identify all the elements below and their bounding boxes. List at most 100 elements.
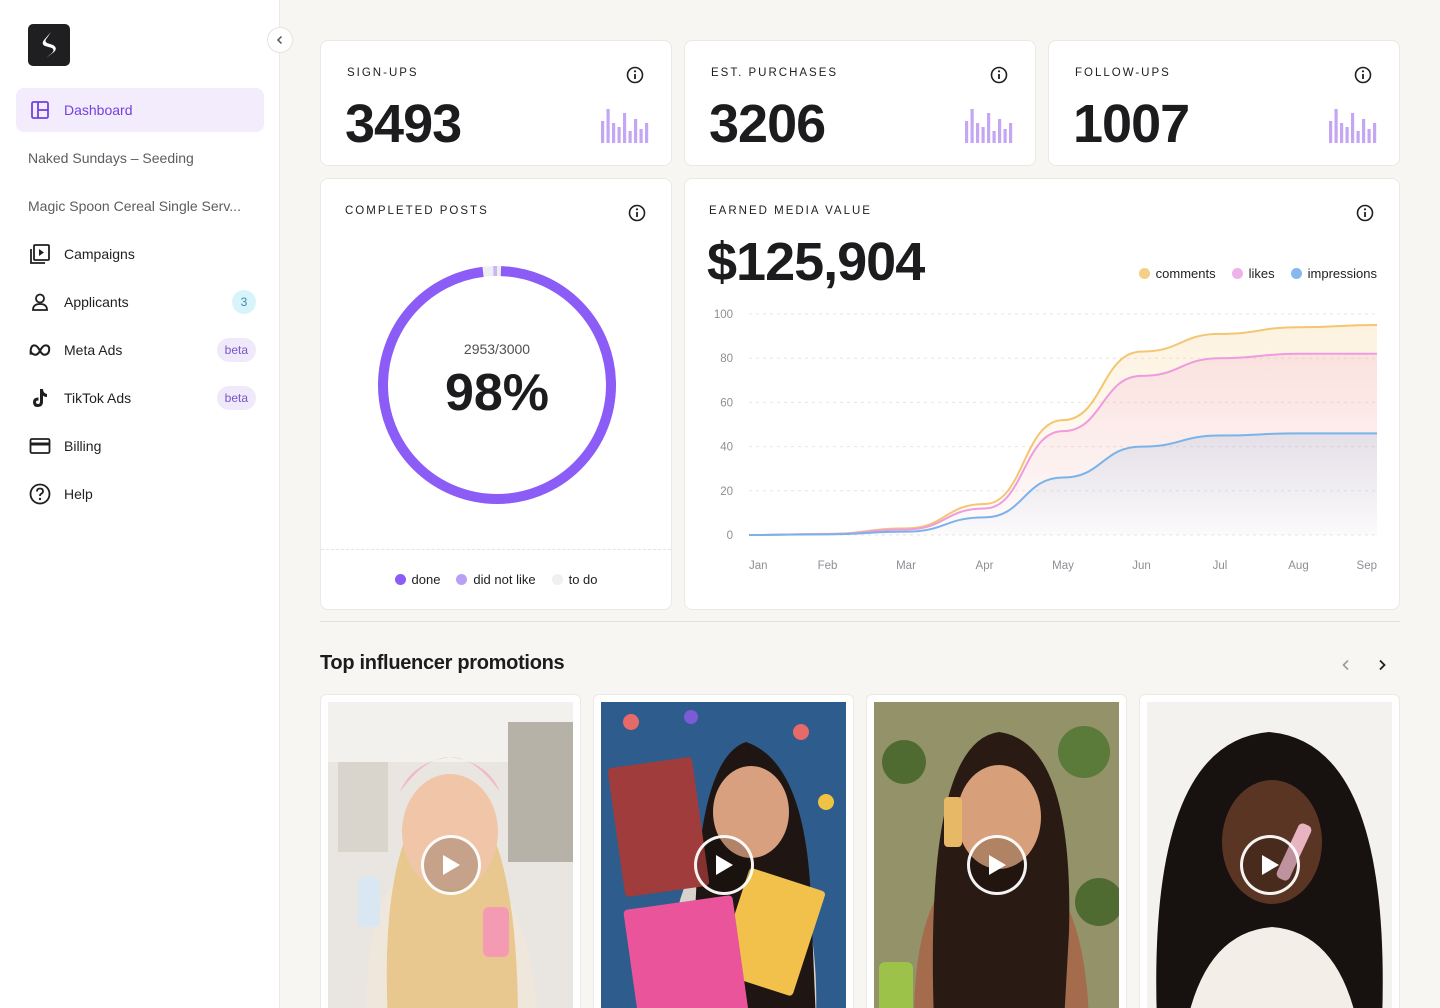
sidebar-item-tiktok-ads[interactable]: TikTok Ads beta	[16, 376, 264, 420]
x-tick-label: Feb	[818, 560, 838, 572]
legend-item-done: done	[394, 572, 440, 587]
divider	[321, 549, 671, 550]
sidebar-item-label: Applicants	[64, 294, 129, 310]
sidebar-item-label: Campaigns	[64, 246, 135, 262]
sidebar-item-help[interactable]: Help	[16, 472, 264, 516]
series-line-impressions	[748, 432, 1377, 536]
sidebar-item-dashboard[interactable]: Dashboard	[16, 88, 264, 132]
sidebar-item-label: Dashboard	[64, 102, 133, 118]
video-thumbnail	[601, 702, 846, 1008]
promotion-card[interactable]	[593, 694, 854, 1008]
play-icon	[989, 855, 1006, 875]
legend-label: comments	[1155, 266, 1216, 281]
est-purchases-card: EST. PURCHASES 3206	[684, 40, 1036, 166]
chevron-left-icon	[1342, 659, 1349, 671]
earned-media-value-chart: 0 20 40 60 80 100 Jan Feb Mar Apr May Jun Jul Aug Sep	[714, 309, 1378, 572]
info-icon[interactable]	[627, 203, 647, 223]
chevron-right-icon	[1379, 659, 1386, 671]
sidebar-item-label: Billing	[64, 438, 102, 454]
y-tick-label: 40	[720, 442, 733, 454]
info-icon[interactable]	[1355, 203, 1375, 223]
collapse-sidebar-button[interactable]	[267, 27, 293, 53]
promotion-card[interactable]	[1139, 694, 1400, 1008]
info-icon[interactable]	[1353, 65, 1373, 85]
sidebar-item-label: Naked Sundays – Seeding	[28, 150, 194, 166]
sidebar-item-label: Meta Ads	[64, 342, 123, 358]
card-label: COMPLETED POSTS	[345, 205, 489, 217]
play-button[interactable]	[967, 835, 1027, 895]
completed-posts-donut: 2953/3000 98%	[375, 263, 619, 507]
sidebar-item-meta-ads[interactable]: Meta Ads beta	[16, 328, 264, 372]
tiktok-icon	[28, 386, 52, 410]
legend-item-likes: likes	[1231, 266, 1275, 281]
stat-value: 1007	[1073, 94, 1190, 154]
sidebar-item-campaigns[interactable]: Campaigns	[16, 232, 264, 276]
x-tick-label: Sep	[1357, 560, 1377, 572]
credit-card-icon	[28, 434, 52, 458]
emv-value: $125,904	[707, 232, 925, 292]
sidebar-item-label: Help	[64, 486, 93, 502]
sidebar: Dashboard Naked Sundays – Seeding Magic …	[0, 0, 280, 1008]
donut-done-arc	[378, 266, 616, 504]
legend-item-to-do: to do	[551, 572, 598, 587]
emv-legend: comments likes impressions	[1138, 266, 1377, 281]
video-thumbnail	[874, 702, 1119, 1008]
legend-label: impressions	[1307, 266, 1377, 281]
sidebar-item-label: Magic Spoon Cereal Single Serv...	[28, 198, 241, 214]
legend-dot	[456, 574, 468, 585]
legend-label: to do	[568, 572, 598, 587]
y-tick-label: 60	[720, 397, 733, 409]
x-tick-label: Jan	[749, 560, 768, 572]
sidebar-item-label: TikTok Ads	[64, 390, 132, 406]
video-thumbnail	[328, 702, 573, 1008]
card-label: SIGN-UPS	[347, 67, 419, 79]
info-icon[interactable]	[989, 65, 1009, 85]
sidebar-item-billing[interactable]: Billing	[16, 424, 264, 468]
y-tick-label: 80	[720, 353, 733, 365]
series-area-comments	[749, 325, 1377, 535]
card-label: EST. PURCHASES	[711, 67, 839, 79]
legend-item-comments: comments	[1138, 266, 1216, 281]
donut-did-not-like-arc	[378, 266, 616, 504]
logo[interactable]	[28, 24, 70, 66]
legend-item-impressions: impressions	[1290, 266, 1377, 281]
play-icon	[443, 855, 460, 875]
legend-dot	[394, 574, 406, 585]
promotion-card[interactable]	[320, 694, 581, 1008]
section-title: Top influencer promotions	[320, 652, 565, 674]
sidebar-item-applicants[interactable]: Applicants 3	[16, 280, 264, 324]
sidebar-nav: Dashboard Naked Sundays – Seeding Magic …	[16, 88, 264, 520]
dashboard-icon	[28, 98, 52, 122]
help-circle-icon	[28, 482, 52, 506]
legend-item-did-not-like: did not like	[456, 572, 536, 587]
user-icon	[28, 290, 52, 314]
info-icon[interactable]	[625, 65, 645, 85]
x-tick-label: Apr	[976, 560, 994, 572]
sidebar-item-magic-spoon[interactable]: Magic Spoon Cereal Single Serv...	[16, 184, 264, 228]
campaigns-icon	[28, 242, 52, 266]
x-tick-label: Jun	[1132, 560, 1151, 572]
series-line-likes	[748, 352, 1377, 536]
prev-page-button[interactable]	[1335, 654, 1357, 676]
next-page-button[interactable]	[1371, 654, 1393, 676]
play-button[interactable]	[421, 835, 481, 895]
sparkline-bars-icon	[965, 109, 1013, 143]
earned-media-value-card: 0 20 40 60 80 100 Jan Feb Mar Apr May Jun Jul Aug Sep …	[684, 178, 1400, 610]
completed-posts-percent: 98%	[444, 364, 550, 422]
play-icon	[1262, 855, 1279, 875]
y-tick-label: 100	[714, 309, 733, 321]
x-tick-label: Mar	[896, 560, 916, 572]
completed-posts-legend: done did not like to do	[321, 572, 671, 587]
play-button[interactable]	[694, 835, 754, 895]
applicants-count-badge: 3	[232, 290, 256, 314]
play-icon	[716, 855, 733, 875]
logo-mark-icon	[42, 32, 56, 58]
completed-posts-ratio: 2953/3000	[463, 341, 531, 357]
play-button[interactable]	[1240, 835, 1300, 895]
y-tick-label: 0	[727, 530, 733, 542]
sparkline-bars-icon	[1329, 109, 1377, 143]
donut-chart	[378, 266, 616, 504]
chevron-left-icon	[276, 35, 283, 45]
sidebar-item-naked-sundays[interactable]: Naked Sundays – Seeding	[16, 136, 264, 180]
promotion-card[interactable]	[866, 694, 1127, 1008]
